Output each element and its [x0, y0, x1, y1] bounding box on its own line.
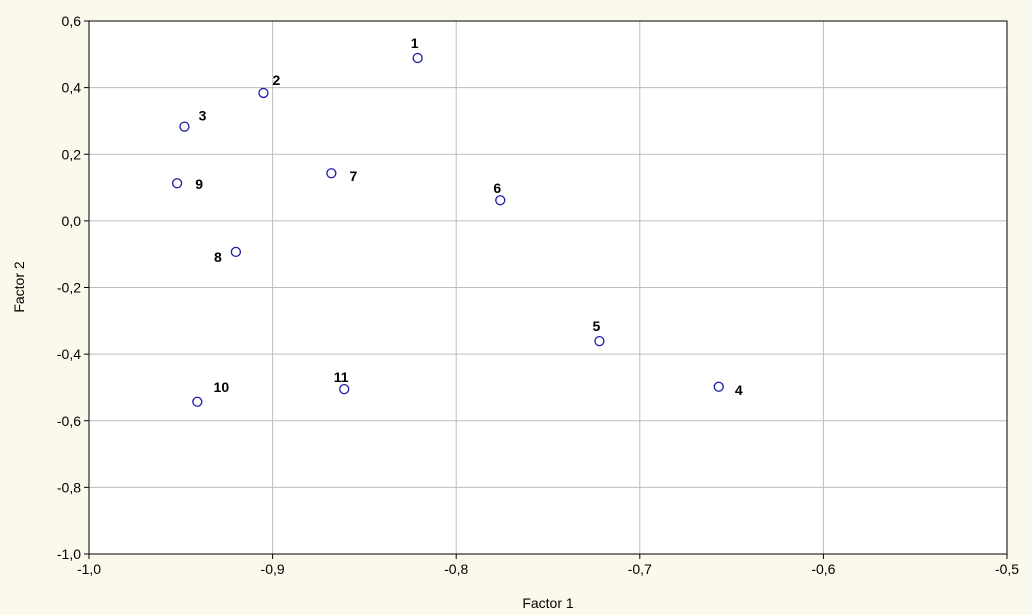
data-point-8 — [230, 246, 242, 258]
y-tick-label: 0,6 — [62, 13, 82, 29]
data-point-6 — [495, 195, 506, 206]
data-point-3 — [179, 121, 190, 132]
y-tick-label: -0,6 — [57, 413, 81, 429]
data-point-7 — [326, 168, 337, 179]
point-label-2: 2 — [273, 72, 281, 88]
data-point-2 — [258, 87, 269, 99]
point-label-10: 10 — [214, 379, 230, 395]
x-tick-label: -0,8 — [444, 561, 468, 577]
point-label-11: 11 — [334, 369, 349, 385]
point-label-3: 3 — [199, 108, 207, 124]
x-tick-label: -0,6 — [811, 561, 835, 577]
point-label-5: 5 — [593, 318, 601, 334]
data-point-4 — [713, 381, 724, 392]
point-label-4: 4 — [735, 382, 743, 398]
point-label-8: 8 — [214, 249, 222, 265]
x-tick-label: -1,0 — [77, 561, 101, 577]
tick-labels: -1,0 -0,9 -0,8 -0,7 -0,6 -0,5 0,6 0,4 0,2 0,0 -0,2… — [57, 13, 1019, 577]
y-tick-label: 0,0 — [62, 213, 82, 229]
x-axis-label: Factor 1 — [522, 595, 574, 611]
point-label-6: 6 — [493, 180, 501, 196]
point-labels: 1 2 3 4 5 6 7 8 9 10 11 — [195, 35, 743, 398]
y-axis-label: Factor 2 — [11, 261, 27, 313]
point-label-7: 7 — [349, 168, 357, 184]
data-point-5 — [594, 335, 605, 347]
y-tick-label: -0,2 — [57, 280, 81, 296]
point-label-1: 1 — [411, 35, 419, 51]
x-tick-label: -0,7 — [628, 561, 652, 577]
y-tick-label: 0,2 — [62, 146, 82, 162]
y-tick-label: -0,8 — [57, 479, 81, 495]
data-point-10 — [192, 396, 203, 407]
point-label-9: 9 — [195, 176, 203, 192]
y-tick-label: 0,4 — [62, 80, 82, 96]
data-points — [171, 52, 724, 407]
data-point-1 — [412, 52, 423, 64]
x-tick-label: -0,5 — [995, 561, 1019, 577]
data-point-9 — [171, 178, 183, 189]
y-tick-label: -1,0 — [57, 546, 81, 562]
y-tick-label: -0,4 — [57, 346, 81, 362]
data-point-11 — [339, 383, 350, 395]
x-tick-label: -0,9 — [261, 561, 285, 577]
